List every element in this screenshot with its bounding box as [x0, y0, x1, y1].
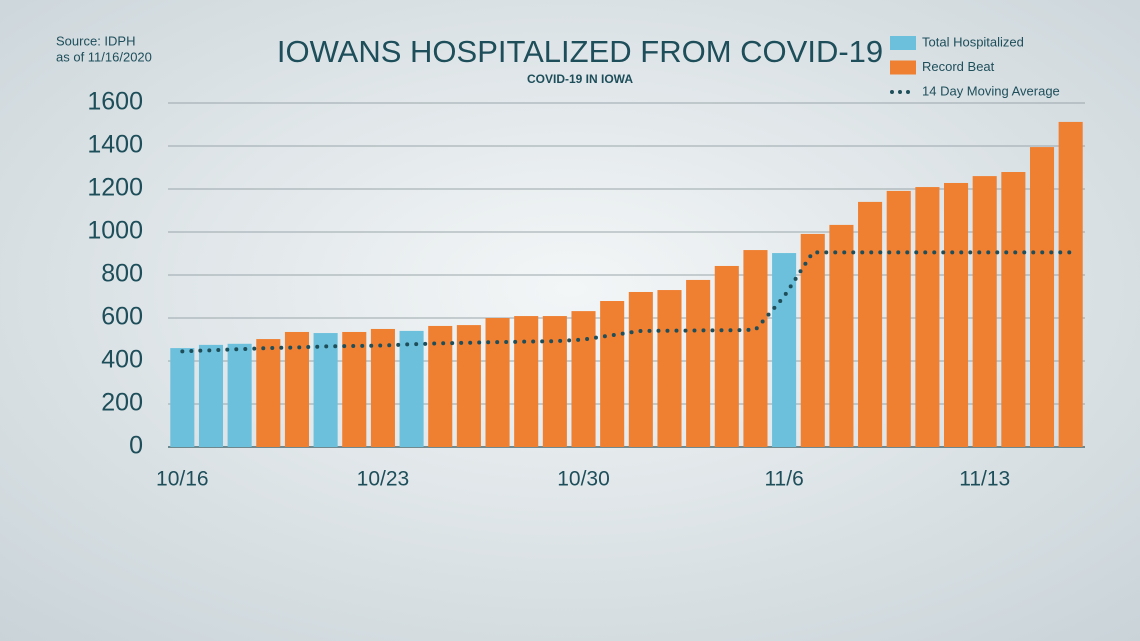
bar: [198, 344, 224, 447]
legend-label: Total Hospitalized: [922, 34, 1024, 49]
chart-subtitle: COVID-19 IN IOWA: [527, 72, 633, 86]
bar: [370, 328, 395, 447]
bar: [714, 265, 739, 447]
bar: [886, 190, 911, 447]
bar: [227, 343, 252, 447]
bar: [1058, 121, 1083, 448]
x-tick-label: 10/30: [557, 468, 610, 491]
y-tick-label: 400: [101, 346, 143, 374]
bar: [313, 333, 338, 447]
y-tick-label: 800: [101, 260, 143, 288]
y-tick-label: 1200: [87, 174, 143, 202]
bar: [1001, 172, 1026, 447]
bar: [284, 331, 309, 447]
bar: [743, 250, 768, 447]
source: Source: IDPH: [56, 33, 135, 48]
bar: [657, 290, 682, 447]
bar: [628, 291, 653, 447]
y-tick-label: 1600: [87, 88, 143, 116]
bar: [542, 316, 567, 447]
y-tick-label: 600: [101, 303, 143, 331]
bar: [428, 325, 453, 447]
x-tick-label: 10/16: [156, 468, 209, 491]
x-tick-label: 11/13: [959, 468, 1010, 491]
bar: [686, 279, 711, 447]
x-tick-label: 10/23: [357, 468, 410, 491]
plot: 0 200 400 600 800 1000 1200 1400 1600 10/16 10/23 1…: [87, 88, 1085, 491]
bar: [600, 301, 625, 447]
bar: [858, 201, 883, 447]
chart-title: IOWANS HOSPITALIZED FROM COVID-19: [277, 34, 883, 69]
source: as of 11/16/2020: [56, 49, 152, 64]
legend-swatch: [890, 60, 916, 75]
x-tick-label: 11/6: [764, 468, 803, 491]
bar: [1029, 147, 1055, 447]
bar: [571, 311, 596, 447]
y-tick-label: 1000: [87, 217, 143, 245]
bar: [342, 331, 367, 447]
legend-swatch: [890, 36, 916, 50]
bar: [170, 348, 195, 447]
bar: [399, 330, 424, 447]
bar: [514, 316, 539, 447]
bar: [256, 339, 281, 447]
bar: [772, 253, 797, 447]
y-tick-label: 1400: [87, 131, 143, 159]
legend-label: Record Beat: [922, 59, 995, 74]
y-tick-label: 200: [101, 389, 143, 417]
bar: [800, 233, 825, 447]
y-tick-label: 0: [129, 432, 143, 460]
bar: [972, 176, 997, 447]
legend-label: 14 Day Moving Average: [922, 83, 1060, 98]
legend: Total Hospitalized Record Beat 14 Day Movi…: [890, 34, 1060, 98]
bar: [485, 318, 510, 447]
bar: [944, 182, 969, 448]
bar: [456, 325, 481, 447]
bar: [915, 187, 940, 447]
bar: [829, 224, 854, 447]
